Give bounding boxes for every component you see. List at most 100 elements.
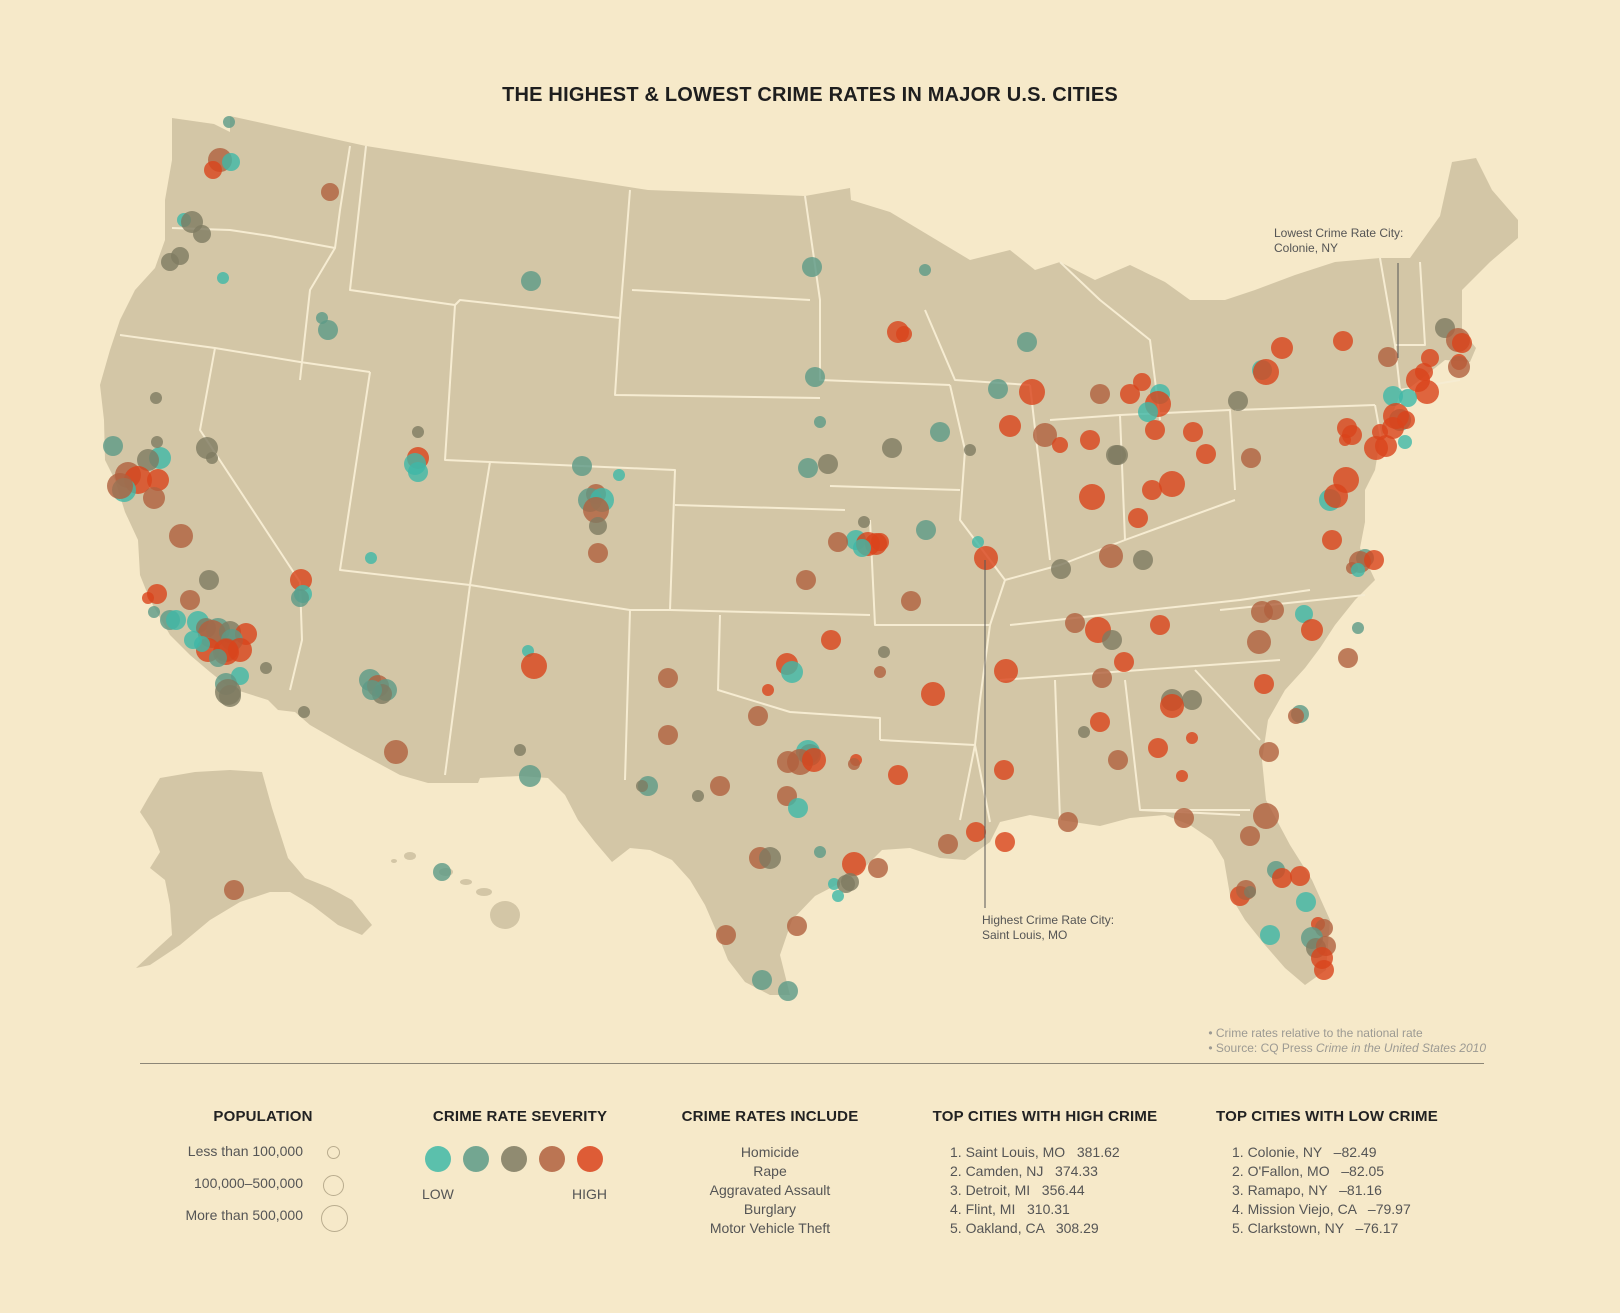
city-dot [365, 552, 377, 564]
city-dot [1106, 445, 1126, 465]
border-nv-ut-az [339, 371, 631, 611]
city-dot [1352, 622, 1364, 634]
city-dot [874, 666, 886, 678]
city-dots [103, 116, 1472, 1001]
city-dot [788, 798, 808, 818]
city-dot [1176, 770, 1188, 782]
city-dot [1078, 726, 1090, 738]
hawaii-niihau [391, 859, 397, 863]
city-dot [1033, 423, 1057, 447]
city-dot [1254, 674, 1274, 694]
severity-swatch-2 [463, 1146, 489, 1172]
city-dot [1065, 613, 1085, 633]
legend-high-crime: TOP CITIES WITH HIGH CRIME 1. Saint Loui… [930, 1108, 1160, 1238]
city-dot [994, 659, 1018, 683]
city-dot [150, 392, 162, 404]
low-crime-item: 4. Mission Viejo, CA –79.97 [1232, 1201, 1411, 1217]
city-dot [930, 422, 950, 442]
city-dot [919, 264, 931, 276]
alaska-shape [136, 770, 372, 968]
city-dot [1017, 332, 1037, 352]
city-dot [142, 592, 154, 604]
city-dot [888, 765, 908, 785]
city-dot [796, 570, 816, 590]
include-item: Aggravated Assault [709, 1182, 831, 1198]
city-dot [716, 925, 736, 945]
city-dot [966, 822, 986, 842]
highest-callout-label-2: Saint Louis, MO [982, 928, 1067, 942]
city-dot [1142, 480, 1162, 500]
city-dot [802, 257, 822, 277]
population-row-large: More than 500,000 [168, 1205, 358, 1239]
severity-low-label: LOW [422, 1186, 454, 1202]
city-dot [1264, 600, 1284, 620]
city-dot [1150, 615, 1170, 635]
city-dot [223, 116, 235, 128]
low-crime-item: 1. Colonie, NY –82.49 [1232, 1144, 1377, 1160]
city-dot [1241, 448, 1261, 468]
city-dot [1080, 430, 1100, 450]
city-dot [1145, 420, 1165, 440]
city-dot [1102, 630, 1122, 650]
include-item: Motor Vehicle Theft [709, 1220, 831, 1236]
city-dot [589, 517, 607, 535]
footnote-2: • Source: CQ Press Crime in the United S… [1208, 1041, 1486, 1055]
city-dot [658, 725, 678, 745]
city-dot [818, 454, 838, 474]
include-item: Rape [753, 1163, 787, 1179]
city-dot [1090, 384, 1110, 404]
city-dot [832, 890, 844, 902]
city-dot [1253, 359, 1279, 385]
city-dot [222, 153, 240, 171]
city-dot [1174, 808, 1194, 828]
city-dot [147, 469, 169, 491]
border-ky-tn [1009, 589, 1311, 626]
city-dot [1421, 349, 1439, 367]
city-dot [180, 590, 200, 610]
city-dot [1351, 563, 1365, 577]
legend-severity: CRIME RATE SEVERITY LOW HIGH [420, 1108, 620, 1202]
city-dot [994, 760, 1014, 780]
city-dot [1183, 422, 1203, 442]
border-il-in [1029, 384, 1051, 561]
city-dot [802, 748, 826, 772]
city-dot [787, 916, 807, 936]
border-ky-north [1004, 499, 1236, 581]
severity-swatch-1 [425, 1146, 451, 1172]
low-crime-item: 2. O'Fallon, MO –82.05 [1232, 1163, 1385, 1179]
city-dot [1288, 708, 1304, 724]
high-crime-item: 4. Flint, MI 310.31 [950, 1201, 1070, 1217]
city-dot [1182, 690, 1202, 710]
city-dot [151, 436, 163, 448]
city-dot [759, 847, 781, 869]
city-dot [137, 449, 159, 471]
city-dot [1120, 384, 1140, 404]
city-dot [921, 682, 945, 706]
include-item: Burglary [743, 1201, 797, 1217]
city-dot [858, 516, 870, 528]
city-dot [1271, 337, 1293, 359]
city-dot [878, 646, 890, 658]
city-dot [217, 272, 229, 284]
city-dot [1290, 866, 1310, 886]
low-crime-item: 5. Clarkstown, NY –76.17 [1232, 1220, 1399, 1236]
city-dot [521, 653, 547, 679]
city-dot [988, 379, 1008, 399]
city-dot [778, 981, 798, 1001]
border-ut-co [444, 304, 491, 586]
city-dot [1196, 444, 1216, 464]
hawaii-big-island [490, 901, 520, 929]
city-dot [148, 606, 160, 618]
population-row-small: Less than 100,000 [168, 1143, 358, 1175]
city-dot [209, 649, 227, 667]
city-dot [1398, 435, 1412, 449]
city-dot [1090, 712, 1110, 732]
city-dot [193, 225, 211, 243]
city-dot [762, 684, 774, 696]
city-dot [1099, 544, 1123, 568]
city-dot [974, 546, 998, 570]
footnote-1: • Crime rates relative to the national r… [1208, 1026, 1423, 1040]
city-dot [572, 456, 592, 476]
city-dot [781, 661, 803, 683]
city-dot [1260, 925, 1280, 945]
